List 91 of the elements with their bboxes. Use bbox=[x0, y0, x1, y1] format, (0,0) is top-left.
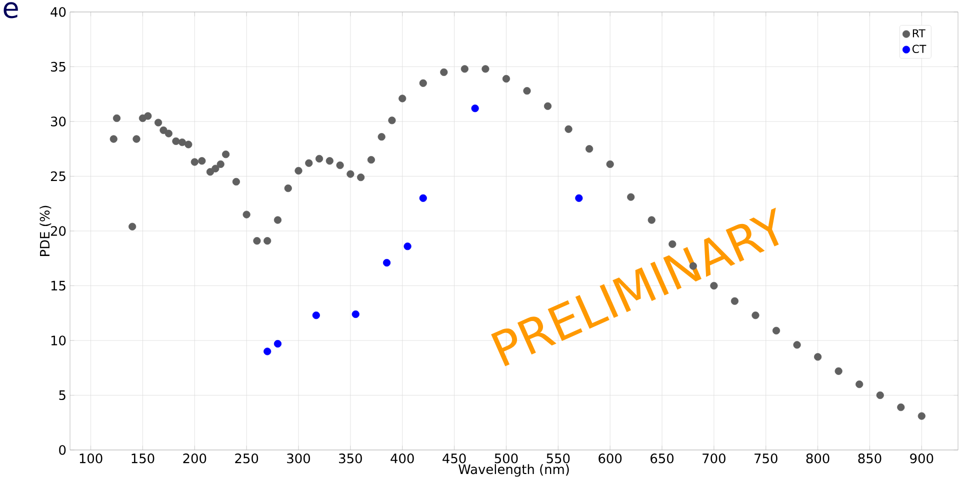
point bbox=[326, 157, 334, 165]
point bbox=[164, 130, 172, 138]
point bbox=[315, 154, 324, 163]
x-tick-label: 250 bbox=[235, 454, 258, 464]
point bbox=[154, 118, 162, 126]
point bbox=[305, 159, 313, 167]
point bbox=[160, 126, 168, 134]
x-tick-label: 450 bbox=[442, 454, 466, 464]
y-axis-title: PDE (%) bbox=[40, 206, 52, 256]
x-tick-label: 350 bbox=[339, 454, 362, 464]
point bbox=[502, 74, 510, 83]
point bbox=[222, 150, 230, 158]
point bbox=[184, 140, 192, 148]
point bbox=[586, 145, 594, 153]
y-tick-label: 0 bbox=[59, 445, 66, 455]
point bbox=[216, 160, 224, 168]
point bbox=[172, 137, 180, 145]
point bbox=[460, 65, 468, 73]
point bbox=[253, 237, 261, 245]
y-tick-label: 20 bbox=[50, 226, 66, 236]
point bbox=[627, 193, 635, 201]
point bbox=[544, 102, 552, 110]
point bbox=[264, 237, 272, 245]
point bbox=[856, 380, 864, 388]
x-tick-label: 650 bbox=[650, 454, 674, 464]
text: e bbox=[4, 2, 18, 18]
point bbox=[440, 68, 448, 76]
x-tick-label: 700 bbox=[702, 454, 726, 464]
point bbox=[382, 258, 391, 267]
y-tick-label: 30 bbox=[50, 116, 66, 126]
point bbox=[132, 135, 140, 143]
point bbox=[523, 87, 531, 95]
x-tick-label: 600 bbox=[598, 454, 622, 464]
x-tick-label: 150 bbox=[132, 454, 154, 464]
point bbox=[212, 164, 220, 172]
x-tick-label: 500 bbox=[494, 454, 518, 464]
point bbox=[232, 178, 240, 186]
x-tick-label: 900 bbox=[910, 454, 934, 464]
point bbox=[367, 156, 376, 164]
point bbox=[378, 133, 386, 141]
point bbox=[110, 135, 118, 143]
point bbox=[564, 125, 572, 133]
point bbox=[242, 210, 250, 218]
point bbox=[482, 65, 490, 73]
y-tick-label: 40 bbox=[50, 7, 66, 17]
x-axis-title: Wavelength (nm) bbox=[458, 464, 569, 477]
point bbox=[398, 94, 406, 102]
x-tick-label: 300 bbox=[287, 454, 310, 464]
x-tick-label: 200 bbox=[183, 454, 206, 464]
point bbox=[814, 353, 822, 361]
point bbox=[336, 161, 344, 170]
y-tick-label: 35 bbox=[50, 62, 66, 72]
y-tick-label: 10 bbox=[51, 336, 66, 346]
x-tick-label: 850 bbox=[858, 454, 882, 464]
x-tick-label: 100 bbox=[80, 454, 102, 464]
point bbox=[112, 114, 121, 122]
x-tick-label: 750 bbox=[754, 454, 778, 464]
x-tick-label: 400 bbox=[390, 454, 414, 464]
point bbox=[352, 310, 360, 318]
y-tick-label: 25 bbox=[50, 171, 66, 182]
x-tick-label: 550 bbox=[546, 454, 570, 464]
point bbox=[419, 79, 427, 87]
point bbox=[346, 170, 354, 178]
point bbox=[897, 403, 905, 412]
x-tick-label: 800 bbox=[806, 454, 830, 464]
point bbox=[178, 138, 186, 146]
point bbox=[357, 174, 365, 182]
y-tick-label: 15 bbox=[51, 280, 66, 291]
point bbox=[471, 104, 479, 112]
point bbox=[274, 340, 282, 348]
point bbox=[198, 157, 206, 165]
point bbox=[606, 160, 614, 168]
point bbox=[834, 367, 842, 375]
point bbox=[274, 216, 282, 224]
point bbox=[388, 116, 396, 124]
point bbox=[128, 222, 136, 230]
point bbox=[190, 158, 198, 166]
legend-label: RT bbox=[912, 29, 926, 38]
legend-label: CT bbox=[912, 44, 926, 54]
point bbox=[312, 312, 320, 320]
point bbox=[876, 391, 884, 400]
point bbox=[264, 348, 272, 356]
point bbox=[419, 194, 427, 202]
point bbox=[793, 341, 801, 349]
y-tick-label: 5 bbox=[59, 390, 66, 400]
point bbox=[918, 412, 926, 420]
point bbox=[404, 242, 412, 250]
point bbox=[144, 112, 152, 120]
point bbox=[284, 184, 292, 192]
point bbox=[575, 194, 583, 202]
point bbox=[294, 166, 302, 175]
